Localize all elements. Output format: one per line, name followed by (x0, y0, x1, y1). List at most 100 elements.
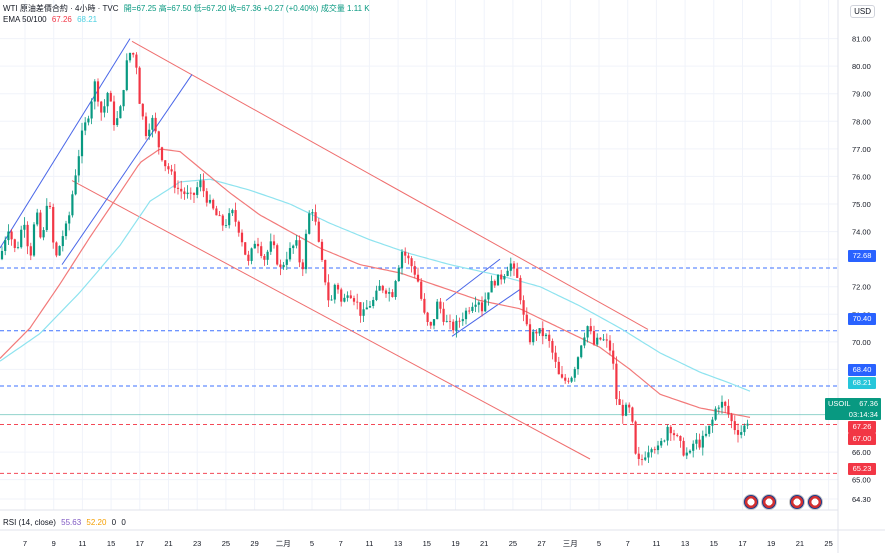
ohlc-values: 開=67.25 高=67.50 低=67.20 收=67.36 +0.27 (+… (123, 4, 370, 13)
candle (720, 395, 724, 414)
us-flag-icon[interactable] (789, 494, 805, 510)
us-flag-icon[interactable] (743, 494, 759, 510)
candle-body (580, 345, 583, 358)
candle-body (576, 357, 580, 370)
candle-body (52, 206, 55, 243)
candle (384, 288, 388, 298)
candle-body (148, 129, 151, 137)
candle (496, 274, 500, 286)
candle-body (237, 221, 240, 233)
candle-body (551, 340, 554, 353)
candle-body (10, 231, 13, 240)
candle (119, 104, 122, 119)
candle-body (682, 440, 685, 456)
ema-legend[interactable]: EMA 50/100 67.26 68.21 (3, 14, 100, 25)
candle (397, 265, 400, 282)
candle-body (26, 224, 29, 247)
candle (256, 237, 260, 254)
candle-body (698, 439, 701, 448)
candle (596, 333, 599, 347)
candle (724, 400, 727, 413)
candle-body (554, 352, 557, 362)
candle-body (634, 421, 637, 454)
level-badge-67-00[interactable]: 67.00 (848, 433, 876, 445)
candle-body (672, 433, 676, 436)
candle (189, 187, 192, 200)
x-tick-label: 11 (79, 539, 87, 548)
candle (244, 242, 247, 256)
candle (7, 224, 10, 245)
candle (407, 252, 410, 265)
candle (423, 293, 426, 315)
candle (352, 295, 356, 306)
candle (727, 399, 730, 418)
candle-body (295, 240, 298, 246)
candle-body (493, 280, 496, 286)
ema-slow-value: 68.21 (77, 15, 98, 24)
ema-fast-line (0, 148, 751, 418)
level-badge-65-23[interactable]: 65.23 (848, 463, 876, 475)
candle-body (468, 310, 471, 312)
currency-button[interactable]: USD (850, 5, 875, 18)
us-flag-icon[interactable] (807, 494, 823, 510)
candle-body (135, 54, 138, 68)
x-tick-label: 13 (681, 539, 689, 548)
candle (612, 343, 615, 370)
candle-body (0, 250, 4, 260)
ema-slow-line (0, 178, 751, 392)
rsi-legend[interactable]: RSI (14, close) 55.63 52.20 0 0 (3, 517, 129, 528)
channel-line (0, 38, 131, 249)
candle-body (196, 187, 199, 195)
candle (324, 259, 327, 286)
level-badge-72-68[interactable]: 72.68 (848, 250, 876, 262)
candle (656, 440, 660, 455)
candle (359, 302, 362, 323)
candle-body (23, 224, 26, 230)
rsi-label: RSI (14, close) (3, 518, 56, 527)
candle-body (80, 130, 84, 157)
x-tick-label: 13 (394, 539, 402, 548)
candle-body (503, 276, 506, 280)
rsi-value-3: 0 (111, 518, 117, 527)
candle (746, 419, 749, 429)
candle (477, 300, 480, 313)
candle (628, 402, 631, 413)
candle-body (221, 215, 224, 226)
candle (426, 311, 429, 326)
candle (0, 246, 4, 261)
candle (567, 377, 570, 384)
candle (538, 328, 541, 337)
rsi-value-1: 55.63 (61, 518, 82, 527)
us-flag-icon[interactable] (761, 494, 777, 510)
candle-body (416, 274, 420, 282)
candle (90, 98, 93, 125)
candle-body (397, 267, 400, 282)
candle (458, 317, 461, 328)
candle-body (103, 106, 106, 113)
candle-body (496, 274, 500, 286)
level-badge-68-40[interactable]: 68.40 (848, 364, 876, 376)
candle-body (621, 404, 624, 416)
candle-body (647, 452, 650, 458)
channel-line (445, 258, 501, 301)
candle-body (320, 241, 324, 260)
candle (196, 181, 199, 199)
candle (141, 103, 144, 120)
candle-body (340, 289, 343, 302)
candle-body (324, 259, 327, 283)
candle-body (228, 213, 231, 226)
x-tick-label: 23 (193, 539, 201, 548)
candle (125, 53, 128, 92)
candle (42, 227, 45, 241)
level-badge-70-40[interactable]: 70.40 (848, 313, 876, 325)
candle (532, 328, 535, 346)
candle (432, 319, 436, 330)
candle-body (516, 268, 519, 278)
candle-body (480, 302, 484, 312)
candle-body (660, 440, 663, 446)
candle (272, 234, 276, 249)
candle (637, 446, 640, 466)
candle (704, 426, 708, 438)
x-tick-label: 11 (653, 539, 661, 548)
